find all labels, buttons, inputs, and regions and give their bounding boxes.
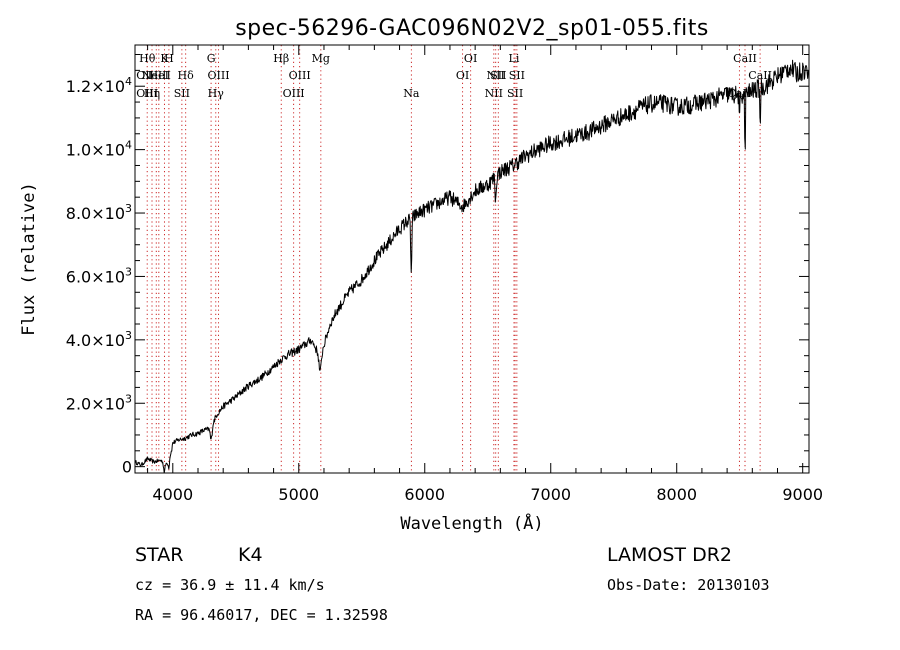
x-tick-label: 9000 xyxy=(782,485,823,504)
x-tick-label: 4000 xyxy=(152,485,193,504)
line-marker-label: OI xyxy=(464,52,477,65)
line-marker-label: SII xyxy=(490,69,506,82)
x-axis-ticks: 4000 5000 6000 7000 8000 9000 xyxy=(147,45,823,504)
y-tick-label: 2.0×103 xyxy=(66,392,132,413)
redshift-text: cz = 36.9 ± 11.4 km/s xyxy=(135,576,325,594)
x-tick-label: 8000 xyxy=(656,485,697,504)
y-axis-ticks: 0 2.0×103 4.0×103 6.0×103 8.0×103 1.0×104 1.2×… xyxy=(66,54,809,477)
survey-label: LAMOST DR2 xyxy=(607,544,732,566)
x-axis-label: Wavelength (Å) xyxy=(400,512,543,534)
x-tick-label: 5000 xyxy=(278,485,319,504)
line-marker-label: NII xyxy=(487,69,505,82)
plot-frame xyxy=(134,44,810,474)
line-marker-label: K xyxy=(160,52,169,65)
line-marker-label: HeI xyxy=(149,69,169,82)
x-tick-label: 7000 xyxy=(530,485,571,504)
line-marker-label: OIII xyxy=(207,69,229,82)
line-marker-label: OIII xyxy=(136,69,158,82)
line-marker-label: SII xyxy=(174,87,190,100)
line-marker-label: Na xyxy=(403,87,420,100)
line-marker-label: Mg xyxy=(312,52,330,65)
object-class: STAR xyxy=(135,544,183,566)
line-marker-label: Hδ xyxy=(178,69,195,82)
line-marker-label: NeIII xyxy=(142,69,171,82)
line-marker-label: Hγ xyxy=(208,87,225,100)
line-marker-label: CaII xyxy=(748,69,772,82)
chart-title: spec-56296-GAC096N02V2_sp01-055.fits xyxy=(235,16,709,41)
y-tick-label: 4.0×103 xyxy=(66,329,132,350)
y-axis-label: Flux (relative) xyxy=(19,182,39,336)
x-tick-label: 6000 xyxy=(404,485,445,504)
line-marker-labels: HθOIIIOIIIHηNeIIIHeIKHSIIHδGHγOIIIHβOIII… xyxy=(136,52,772,100)
line-marker-label: NII xyxy=(485,87,503,100)
radec-text: RA = 96.46017, DEC = 1.32598 xyxy=(135,606,388,624)
line-markers xyxy=(146,45,761,473)
line-marker-label: Hη xyxy=(144,87,160,100)
object-subclass: K4 xyxy=(238,544,263,566)
spectrum-line xyxy=(134,59,809,474)
line-marker-label: Hθ xyxy=(139,52,156,65)
line-marker-label: SII xyxy=(507,87,523,100)
line-marker-label: Li xyxy=(509,52,520,65)
line-marker-label: G xyxy=(207,52,216,65)
line-marker-label: OIII xyxy=(283,87,305,100)
obs-date: Obs-Date: 20130103 xyxy=(607,576,770,594)
line-marker-label: OIII xyxy=(136,87,158,100)
y-tick-label: 1.2×104 xyxy=(66,75,132,96)
line-marker-label: Hβ xyxy=(273,52,289,65)
line-marker-label: SII xyxy=(509,69,525,82)
line-marker-label: CaII xyxy=(733,52,757,65)
y-tick-label: 8.0×103 xyxy=(66,202,132,223)
line-marker-label: OIII xyxy=(289,69,311,82)
y-tick-label: 0 xyxy=(122,458,132,477)
line-marker-label: OI xyxy=(456,69,469,82)
y-tick-label: 1.0×104 xyxy=(66,139,132,160)
y-tick-label: 6.0×103 xyxy=(66,265,132,286)
line-marker-label: H xyxy=(164,52,174,65)
